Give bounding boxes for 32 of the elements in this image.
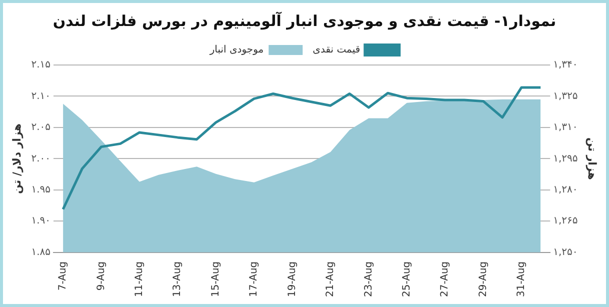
y-tick-label: ۱.۹۰: [31, 216, 50, 227]
x-tick-label: 31-Aug: [516, 261, 528, 297]
x-tick-label: 15-Aug: [210, 261, 222, 297]
y2-tick-label: ۱,۳۱۰: [553, 122, 578, 134]
x-tick-label: 25-Aug: [401, 261, 412, 297]
x-tick-label: 9-Aug: [96, 261, 107, 291]
y2-axis-title: هزار تن: [586, 137, 599, 180]
x-tick-label: 11-Aug: [134, 261, 146, 297]
y-axis-title: هزار دلار/ تن: [10, 123, 24, 194]
x-tick-label: 27-Aug: [440, 261, 451, 297]
y2-tick-label: ۱,۲۸۰: [553, 184, 578, 196]
x-tick-label: 13-Aug: [172, 261, 184, 297]
y-tick-label: ۲.۱۰: [31, 90, 50, 102]
x-tick-label: 21-Aug: [325, 261, 336, 297]
y2-tick-label: ۱,۲۵۰: [553, 246, 578, 258]
legend-label: موجودی انبار: [208, 44, 264, 56]
legend-label: قیمت نقدی: [312, 44, 360, 56]
x-tick-label: 23-Aug: [363, 261, 374, 297]
chart-title: نمودار۱- قیمت نقدی و موجودی انبار آلومینیوم در بورس فلزات لندن: [52, 10, 556, 30]
x-tick-label: 17-Aug: [248, 261, 260, 297]
y2-tick-label: ۱,۲۶۵: [553, 216, 578, 227]
y-tick-label: ۲.۰۵: [31, 122, 50, 134]
x-tick-label: 29-Aug: [478, 261, 489, 297]
y-tick-label: ۱.۸۵: [31, 246, 50, 258]
y2-tick-label: ۱,۲۹۵: [553, 153, 578, 164]
y2-tick-label: ۱,۳۲۵: [553, 90, 578, 102]
y-tick-label: ۲.۱۵: [31, 60, 50, 71]
y-tick-label: ۲.۰۰: [31, 153, 50, 164]
y2-tick-label: ۱,۳۴۰: [553, 60, 578, 71]
x-tick-label: 7-Aug: [58, 261, 69, 291]
y-tick-label: ۱.۹۵: [31, 184, 50, 196]
x-tick-label: 19-Aug: [286, 261, 298, 297]
